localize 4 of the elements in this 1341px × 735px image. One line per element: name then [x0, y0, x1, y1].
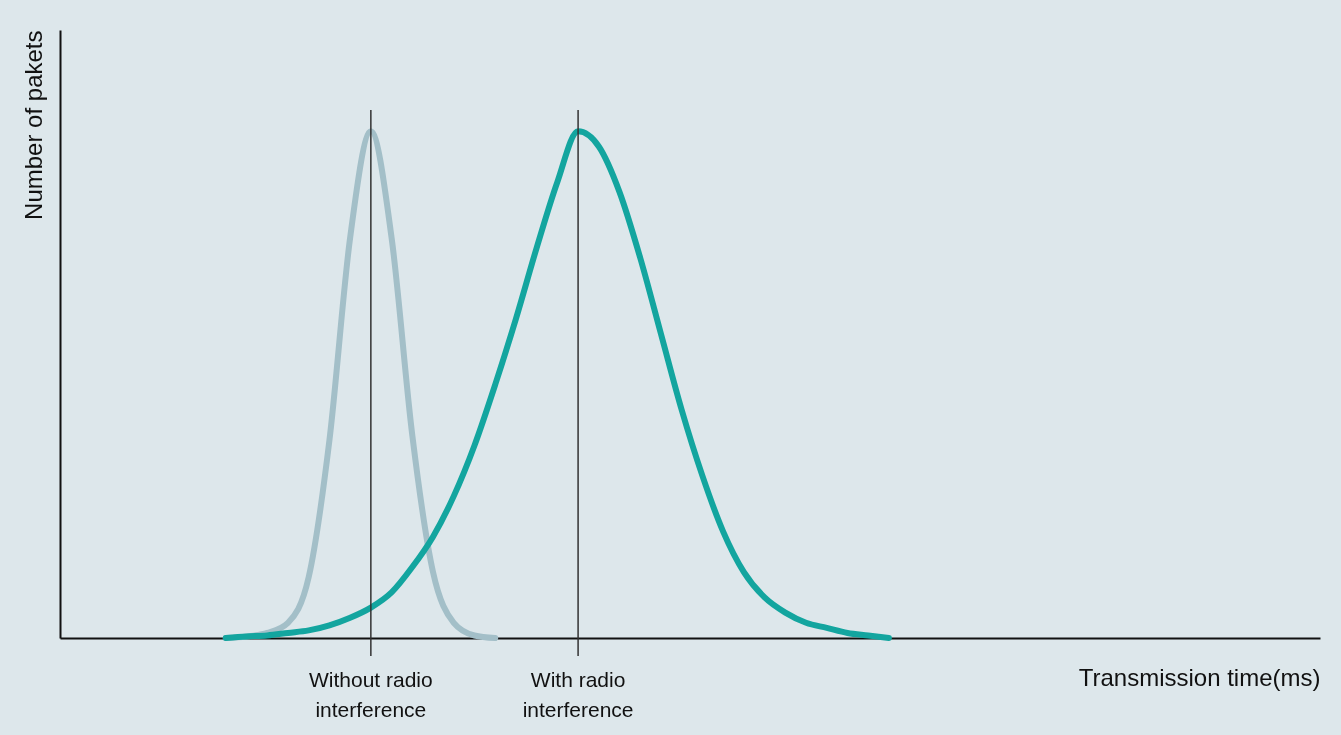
y-axis-title: Number of pakets	[19, 30, 47, 220]
x-tick-label: Without radio interference	[308, 668, 433, 721]
x-tick-label: With radio interference	[522, 668, 634, 721]
x-axis-title: Transmission time(ms)	[1078, 663, 1321, 691]
